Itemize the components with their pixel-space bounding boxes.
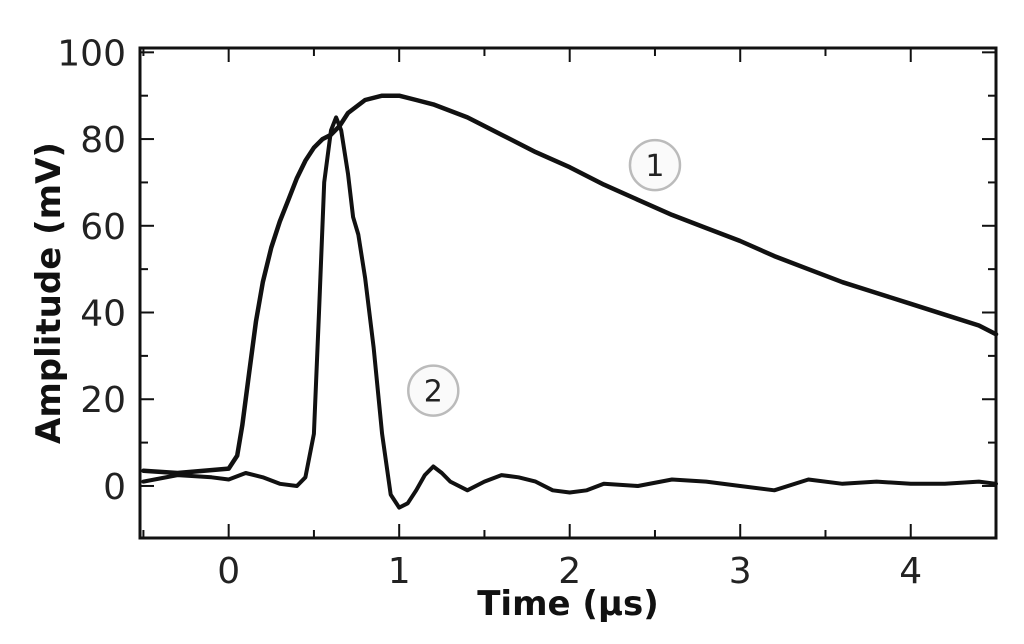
y-tick-label: 80 xyxy=(80,120,126,161)
y-tick-label: 60 xyxy=(80,207,126,248)
x-tick-label: 4 xyxy=(899,551,922,592)
series-marker-circle xyxy=(628,138,682,192)
y-tick-label: 20 xyxy=(80,380,126,421)
series-marker-circle xyxy=(407,364,460,417)
x-tick-label: 2 xyxy=(558,551,581,592)
series-line-1 xyxy=(141,93,999,476)
y-tick-label: 0 xyxy=(103,467,126,508)
series-markers: 12 xyxy=(407,138,682,417)
y-tick-label: 40 xyxy=(80,294,126,335)
y-axis-title: Amplitude (mV) xyxy=(29,142,69,444)
y-tick-label: 100 xyxy=(57,33,126,74)
series-line-2 xyxy=(141,115,998,510)
plot-border xyxy=(138,46,998,540)
x-tick-label: 1 xyxy=(388,551,411,592)
x-tick-label: 0 xyxy=(217,551,240,592)
series-layer xyxy=(141,93,999,510)
x-axis-title: Time (μs) xyxy=(477,584,659,624)
plot-background xyxy=(140,48,996,538)
plot-area xyxy=(140,48,996,538)
x-tick-label: 3 xyxy=(729,551,752,592)
plot-frame xyxy=(138,46,998,540)
series-marker-label: 1 xyxy=(645,149,664,184)
series-marker-label: 2 xyxy=(424,375,443,410)
